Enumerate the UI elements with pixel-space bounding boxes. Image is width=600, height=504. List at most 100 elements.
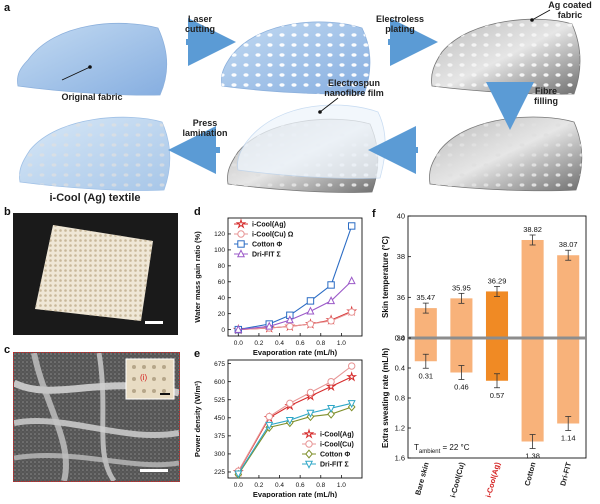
x-tick-label: 0.4 [275, 340, 284, 347]
data-label-bottom: 0.57 [490, 391, 505, 400]
y-tick-label: 225 [214, 469, 225, 476]
x-tick-label: 0.2 [254, 340, 263, 347]
sem-scale-bar [140, 469, 168, 472]
label-laser-cutting: Laser cutting [185, 14, 215, 34]
lamination-stage-illustration [227, 104, 386, 193]
y-axis-label: Water mass gain ratio (%) [193, 231, 202, 323]
data-point-i-Cool(Cu) [306, 320, 315, 328]
bar-sweat-rate-i-Cool(Cu) [450, 339, 473, 373]
data-point-Dri-FIT [306, 306, 315, 315]
x-tick-label: 0.6 [296, 482, 305, 489]
panel-b-label: b [4, 206, 11, 218]
y-tick-label: 0 [221, 327, 225, 334]
sem-image: (i) [12, 352, 180, 483]
chart-e: 0.0 0.2 0.4 0.6 0.8 1.0 225 300 375 450 525 600 675 E… [193, 359, 363, 498]
ann-main: T [414, 443, 419, 452]
legend-marker [305, 440, 313, 448]
category-label: i-Cool(Ag) [484, 461, 502, 499]
data-point-i-Cool(Cu) [347, 362, 356, 370]
original-fabric-pointer-dot [88, 65, 92, 69]
legend-entry: Dri-FIT Σ [320, 461, 349, 468]
label-fibre-filling: Fibre filling [534, 86, 558, 106]
data-point-Dri-FIT [285, 417, 294, 426]
chart-f: 34 36 38 40 0.0 0.4 0.8 1.2 1.6 Skin temperature … [381, 212, 587, 499]
label-electrospun-film: Electrospun nanofibre film [324, 78, 384, 98]
data-point-Cotton [327, 409, 335, 419]
data-point-Dri-FIT [234, 470, 243, 479]
data-label-top: 35.95 [452, 283, 471, 292]
y-tick-label: 40 [397, 212, 405, 221]
category-label: Cotton [523, 461, 538, 487]
data-point-Dri-FIT [347, 400, 356, 409]
data-point-Dri-FIT [327, 404, 336, 413]
y-tick-label: 1.2 [395, 424, 405, 433]
y-tick-label: 375 [214, 433, 225, 440]
y-tick-label: 1.6 [395, 454, 405, 463]
inset-scale-bar [160, 393, 170, 395]
legend-marker [304, 460, 314, 469]
data-point-i-Cool(Cu) [327, 317, 335, 325]
panel-d-label: d [194, 206, 201, 218]
film-pointer-dot [318, 110, 322, 114]
data-label-top: 35.47 [416, 293, 435, 302]
series-line-i-Cool(Cu) [237, 365, 353, 472]
y-axis-label-bottom: Extra sweating rate (mL/h) [381, 348, 390, 448]
x-axis-label: Evaporation rate (mL/h) [253, 348, 338, 357]
x-tick-label: 0.0 [234, 482, 243, 489]
data-point-i-Cool(Ag) [325, 380, 337, 392]
series-line-Cotton [238, 225, 353, 331]
y-axis-label-top: Skin temperature (°C) [381, 236, 390, 318]
y-tick-label: 38 [397, 252, 405, 261]
panel-f-label: f [372, 208, 376, 220]
y-tick-label: 525 [214, 397, 225, 404]
x-tick-label: 1.0 [337, 482, 346, 489]
y-tick-label: 34 [397, 334, 405, 343]
original-fabric-illustration [17, 22, 168, 96]
bar-skin-temp-Cotton [521, 239, 544, 337]
bar-skin-temp-Dri-FIT [557, 255, 580, 337]
y-tick-label: 600 [214, 379, 225, 386]
label-ag-coated-fabric: Ag coated fabric [548, 0, 592, 20]
legend-entry: i-Cool(Cu) [320, 441, 354, 448]
data-label-top: 38.82 [523, 225, 542, 234]
data-label-bottom: 1.38 [525, 452, 540, 461]
legend-entry: Cotton Φ [320, 451, 350, 458]
y-tick-label: 450 [214, 415, 225, 422]
inset-label: (i) [140, 373, 148, 382]
legend-entry: i-Cool(Ag) [252, 221, 286, 228]
y-tick-label: 0.0 [395, 334, 405, 343]
data-label-top: 36.29 [488, 276, 507, 285]
panel-c-label: c [4, 344, 11, 356]
category-label: i-Cool(Cu) [448, 461, 466, 499]
legend-entry: i-Cool(Ag) [320, 431, 354, 438]
x-axis-label: Evaporation rate (mL/h) [253, 490, 338, 498]
x-tick-label: 0.0 [234, 340, 243, 347]
bar-sweat-rate-Bare skin [414, 339, 437, 362]
legend-marker [237, 230, 245, 238]
data-point-Dri-FIT [285, 315, 294, 324]
data-label-bottom: 1.14 [561, 434, 576, 443]
label-press-lamination: Press lamination [182, 118, 228, 138]
panel-a-figure [17, 9, 583, 193]
ambient-annotation: Tambient = 22 °C [414, 443, 470, 455]
plot-frame [227, 359, 363, 479]
data-point-i-Cool(Cu) [265, 412, 273, 421]
data-point-Dri-FIT [347, 276, 356, 285]
x-tick-label: 0.8 [316, 340, 325, 347]
scale-bar [145, 321, 163, 324]
legend-marker [237, 240, 245, 248]
data-point-i-Cool(Cu) [286, 322, 294, 331]
icool-textile-illustration [19, 116, 171, 191]
data-point-Dri-FIT [306, 409, 315, 418]
y-tick-label: 0.8 [395, 394, 405, 403]
original-fabric-pointer [61, 66, 91, 81]
x-tick-label: 0.8 [316, 482, 325, 489]
data-point-Cotton [347, 222, 356, 230]
textile-photo-svg [35, 225, 163, 324]
category-label: Bare skin [413, 461, 431, 496]
legend-entry: i-Cool(Cu) Ω [252, 231, 294, 238]
ag-coated-fabric-illustration [431, 18, 581, 95]
label-original-fabric: Original fabric [61, 92, 123, 102]
x-tick-label: 0.2 [254, 482, 263, 489]
legend-marker [303, 428, 315, 439]
